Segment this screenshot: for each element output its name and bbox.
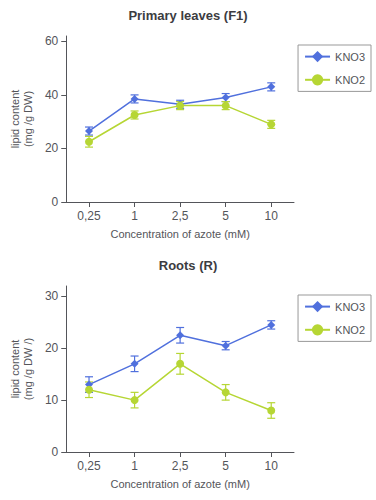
svg-text:5: 5: [222, 459, 229, 473]
svg-text:10: 10: [45, 393, 59, 407]
svg-text:2,5: 2,5: [172, 209, 189, 223]
svg-text:10: 10: [265, 209, 279, 223]
svg-text:2,5: 2,5: [172, 459, 189, 473]
svg-text:(mg /g DW /): (mg /g DW /): [22, 338, 34, 400]
svg-text:1: 1: [131, 209, 138, 223]
svg-text:0: 0: [52, 195, 59, 209]
svg-text:0,25: 0,25: [77, 459, 101, 473]
svg-text:0,25: 0,25: [77, 209, 101, 223]
svg-text:KNO3: KNO3: [335, 301, 365, 313]
svg-text:20: 20: [45, 141, 59, 155]
svg-text:Primary leaves (F1): Primary leaves (F1): [128, 8, 247, 23]
svg-text:0: 0: [52, 445, 59, 459]
svg-text:Roots (R): Roots (R): [159, 258, 218, 273]
svg-text:30: 30: [45, 289, 59, 303]
svg-text:60: 60: [45, 34, 59, 48]
svg-text:KNO3: KNO3: [335, 51, 365, 63]
svg-text:lipid content: lipid content: [9, 340, 21, 399]
svg-text:5: 5: [222, 209, 229, 223]
svg-text:1: 1: [131, 459, 138, 473]
svg-text:20: 20: [45, 341, 59, 355]
svg-text:(mg /g DW): (mg /g DW): [22, 91, 34, 147]
svg-text:KNO2: KNO2: [335, 74, 365, 86]
svg-text:Concentration of azote (mM): Concentration of azote (mM): [110, 478, 249, 490]
svg-text:Concentration of azote (mM): Concentration of azote (mM): [110, 228, 249, 240]
svg-text:lipid content: lipid content: [9, 90, 21, 149]
svg-text:10: 10: [265, 459, 279, 473]
svg-text:40: 40: [45, 88, 59, 102]
svg-text:KNO2: KNO2: [335, 324, 365, 336]
